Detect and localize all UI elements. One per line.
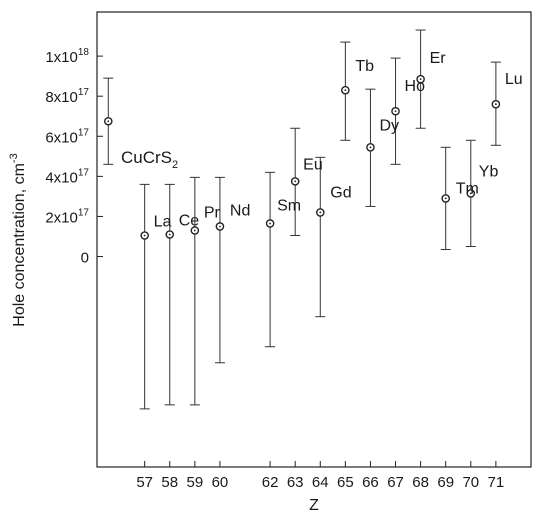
x-tick-label: 62 — [262, 474, 279, 491]
reference-point-marker-dot — [107, 120, 110, 123]
y-tick-label: 1x1018 — [45, 47, 89, 66]
x-tick-label: 68 — [412, 474, 429, 491]
point-ce-marker-dot — [168, 233, 171, 236]
x-tick-label: 63 — [287, 474, 304, 491]
point-gd-marker-dot — [319, 211, 322, 214]
y-tick-label: 6x1017 — [45, 127, 89, 146]
x-tick-label: 59 — [186, 474, 203, 491]
x-tick-label: 69 — [437, 474, 454, 491]
y-axis: 0 2x1017 4x1017 6x1017 8x1017 1x1018 — [45, 47, 103, 267]
reference-label: CuCrS2 — [121, 148, 178, 171]
point-ce-label: Ce — [179, 212, 200, 229]
y-tick-label: 0 — [81, 250, 89, 267]
point-tb-label: Tb — [355, 58, 374, 75]
x-tick-label: 65 — [337, 474, 354, 491]
point-pr-label: Pr — [204, 204, 221, 221]
point-gd-label: Gd — [330, 184, 351, 201]
x-tick-label: 67 — [387, 474, 404, 491]
point-lu-marker-dot — [494, 103, 497, 106]
point-tb-marker-dot — [344, 89, 347, 92]
plot-frame — [96, 11, 532, 468]
point-eu-marker-dot — [294, 180, 297, 183]
data-marks — [103, 29, 501, 410]
y-tick-label: 2x1017 — [45, 207, 89, 226]
y-tick-label: 8x1017 — [45, 87, 89, 106]
point-tm-label: Tm — [456, 180, 479, 197]
x-tick-label: 66 — [362, 474, 379, 491]
x-tick-label: 60 — [212, 474, 229, 491]
x-tick-label: 64 — [312, 474, 329, 491]
point-sm-label: Sm — [277, 197, 301, 214]
point-sm-marker-dot — [269, 222, 271, 225]
y-tick-label: 4x1017 — [45, 167, 89, 186]
point-er-label: Er — [430, 50, 447, 67]
point-eu-label: Eu — [303, 156, 323, 173]
point-dy-label: Dy — [379, 117, 399, 134]
x-tick-label: 58 — [161, 474, 178, 491]
point-er-marker-dot — [419, 78, 422, 81]
point-yb-label: Yb — [479, 163, 499, 180]
point-lu-label: Lu — [505, 71, 523, 88]
point-nd-label: Nd — [230, 202, 250, 219]
x-axis: 57 58 59 60 62 63 64 65 66 67 68 69 70 71 — [136, 461, 504, 491]
point-pr-marker-dot — [193, 229, 196, 232]
x-tick-label: 70 — [462, 474, 479, 491]
point-nd-marker-dot — [219, 225, 221, 228]
point-la-label: La — [154, 213, 172, 230]
point-tm-marker-dot — [444, 197, 447, 200]
point-yb-marker-dot — [469, 192, 472, 195]
point-ho-marker-dot — [394, 110, 397, 113]
y-axis-label-exponent: -3 — [8, 153, 20, 163]
x-axis-label: Z — [309, 497, 319, 514]
point-la-marker-dot — [143, 234, 146, 237]
x-tick-label: 71 — [488, 474, 505, 491]
point-ho-label: Ho — [405, 78, 426, 95]
point-dy-marker-dot — [369, 146, 372, 149]
y-axis-label-text: Hole concentration, cm — [11, 163, 28, 327]
y-axis-label: Hole concentration, cm-3 — [8, 153, 28, 326]
x-tick-label: 57 — [136, 474, 153, 491]
